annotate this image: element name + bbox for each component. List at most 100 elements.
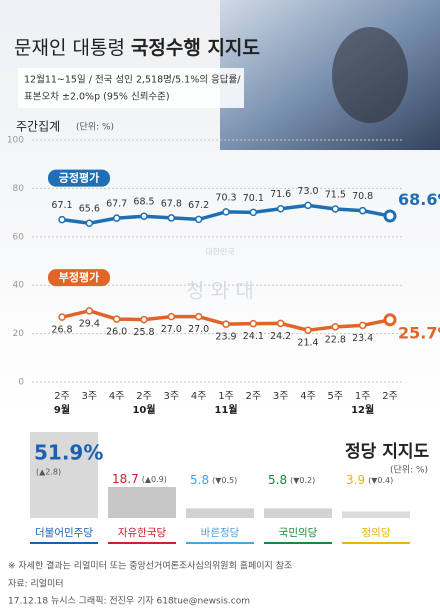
subtitle: 12월11~15일 / 전국 성인 2,518명/5.1%의 응답률/ [24, 74, 241, 86]
value: 5.8 [190, 473, 209, 487]
data-point [304, 201, 312, 210]
data-point [249, 208, 258, 217]
watermark: 대한민국 [205, 247, 234, 257]
data-point [58, 215, 66, 224]
title-light: 문재인 대통령 [14, 37, 125, 59]
unit-label: (단위: %) [76, 122, 114, 133]
x-tick-label: 2주 [382, 391, 398, 402]
x-tick-label: 2주 [246, 391, 262, 402]
change: (▲0.9) [142, 475, 167, 484]
legend-box [48, 269, 110, 287]
data-point [112, 214, 121, 222]
legend-label: 부정평가 [59, 270, 99, 284]
data-label: 26.8 [51, 325, 72, 336]
data-point [58, 313, 66, 321]
x-tick-label: 5주 [328, 391, 344, 402]
data-label: 25.8 [133, 327, 154, 338]
data-point [222, 320, 230, 328]
credit: 17.12.18 뉴시스 그래픽: 전진우 기자 618tue@newsis.c… [8, 596, 250, 607]
data-point [276, 204, 285, 213]
data-label: 70.3 [215, 192, 236, 203]
data-label: 68.6% [398, 190, 440, 209]
data-label: 5.8 (▼0.2) [268, 473, 315, 487]
bar [342, 511, 410, 518]
data-point [194, 215, 203, 224]
data-point [194, 312, 203, 321]
data-label: 71.6 [270, 189, 291, 200]
chart-label: 주간집계 [16, 120, 60, 134]
x-tick-label: 4주 [109, 391, 125, 402]
data-point [167, 214, 176, 222]
data-point [383, 209, 397, 223]
legend-box [48, 169, 110, 187]
x-tick-label: 3주 [82, 391, 98, 402]
change: (▼0.5) [212, 476, 237, 485]
value: 18.7 [112, 472, 139, 486]
data-label: 5.8 (▼0.5) [190, 473, 237, 487]
category-label: 국민의당 [279, 527, 318, 539]
bar [264, 508, 332, 518]
data-point [167, 312, 176, 321]
data-label: 23.9 [215, 332, 236, 343]
photo-figure [332, 27, 408, 123]
data-label: 29.4 [79, 318, 100, 329]
data-point [331, 323, 340, 331]
data-point [85, 219, 94, 227]
data-label: 67.1 [51, 200, 72, 211]
data-label: 22.8 [325, 334, 346, 345]
change: (▼0.2) [290, 476, 315, 485]
x-tick-label: 2주 [136, 391, 152, 402]
data-label: 27.0 [161, 324, 182, 335]
subtitle-box [18, 68, 244, 108]
data-label: 26.0 [106, 327, 127, 338]
data-point [358, 321, 367, 330]
x-tick-label: 4주 [191, 391, 207, 402]
value: 5.8 [268, 473, 287, 487]
x-tick-label: 3주 [273, 391, 289, 402]
data-point [222, 208, 230, 216]
legend-label: 긍정평가 [59, 171, 99, 185]
data-label: 65.6 [79, 204, 100, 215]
y-tick-label: 100 [7, 136, 24, 146]
data-label: 24.2 [270, 331, 291, 342]
data-label: 25.7% [398, 324, 440, 343]
data-label: 21.4 [297, 338, 318, 349]
x-group-label: 12월 [351, 404, 374, 416]
subtitle: 표본오차 ±2.0%p (95% 신뢰수준) [24, 91, 170, 103]
data-label: 67.7 [106, 199, 127, 210]
data-label: 71.5 [325, 189, 346, 200]
data-point [383, 313, 397, 327]
category-label: 더불어민주당 [35, 527, 93, 539]
bar-title: 정당 지지도 [345, 442, 429, 462]
data-label: 70.1 [243, 193, 264, 204]
data-label: 18.7 (▲0.9) [112, 472, 167, 486]
data-point [140, 315, 148, 324]
data-label: 23.4 [352, 333, 373, 344]
watermark: 청 와 대 [186, 279, 254, 303]
data-point [140, 212, 148, 220]
data-label: 68.5 [133, 197, 154, 208]
category-label: 정의당 [362, 527, 391, 539]
data-label: 51.9% [34, 441, 103, 465]
data-label: 24.1 [243, 331, 264, 342]
change: (▼0.4) [368, 476, 393, 485]
data-label: 67.2 [188, 200, 209, 211]
data-label: 27.0 [188, 324, 209, 335]
y-tick-label: 40 [13, 281, 25, 291]
data-point [249, 319, 258, 328]
data-label: 70.8 [352, 191, 373, 202]
y-tick-label: 60 [13, 232, 25, 242]
data-point [85, 307, 94, 315]
unit-label: (단위: %) [390, 465, 428, 476]
x-group-label: 10월 [132, 404, 155, 416]
footnote: ※ 자세한 결과는 리얼미터 또는 중앙선거여론조사심의위원회 홈페이지 참조 [8, 560, 292, 572]
x-tick-label: 2주 [54, 391, 70, 402]
title-bold: 국정수행 지지도 [131, 37, 260, 59]
category-label: 자유한국당 [118, 527, 167, 539]
data-point [304, 326, 312, 334]
category-label: 바른정당 [201, 527, 240, 539]
data-point [276, 319, 285, 328]
x-tick-label: 3주 [164, 391, 180, 402]
x-tick-label: 1주 [218, 391, 234, 402]
x-tick-label: 1주 [355, 391, 371, 402]
